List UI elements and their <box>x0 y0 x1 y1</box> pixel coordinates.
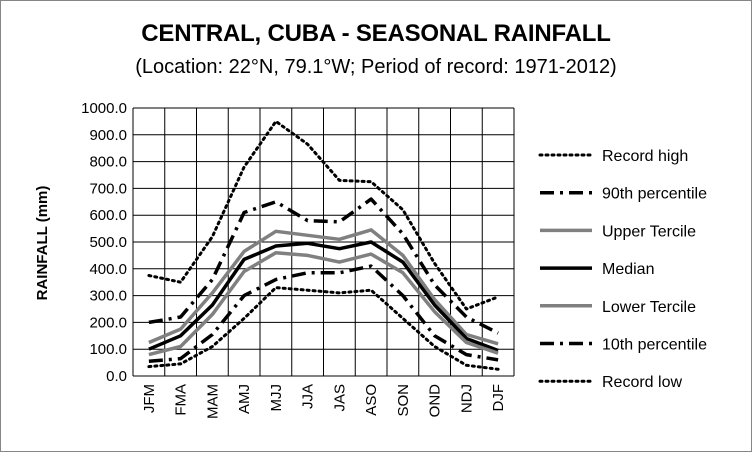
series-line-10th-percentile <box>148 264 499 364</box>
y-tick-label: 900.0 <box>89 127 127 144</box>
y-tick-label: 200.0 <box>89 314 127 331</box>
y-axis-label: RAINFALL (mm) <box>34 186 51 301</box>
series-line-lower-tercile <box>148 250 499 357</box>
y-tick-label: 300.0 <box>89 288 127 305</box>
chart-title: CENTRAL, CUBA - SEASONAL RAINFALL <box>141 20 611 47</box>
x-tick-label: JFM <box>141 384 158 413</box>
legend-label: 10th percentile <box>602 337 707 354</box>
x-tick-label: FMA <box>173 384 190 416</box>
x-tick-label: AMJ <box>236 384 253 414</box>
series-line-median <box>148 240 499 353</box>
legend-label: 90th percentile <box>602 186 707 203</box>
y-axis-ticks: 0.0 100.0 200.0 300.0 400.0 500.0 600.0 700.0 80… <box>81 100 127 385</box>
series-lines <box>147 119 500 371</box>
legend-label: Record high <box>602 148 688 165</box>
x-tick-label: JJA <box>300 384 317 409</box>
x-tick-label: OND <box>427 384 444 418</box>
legend-label: Upper Tercile <box>602 223 696 240</box>
x-tick-label: JAS <box>331 384 348 412</box>
series-line-upper-tercile <box>148 228 499 346</box>
legend: Record high 90th percentile Upper Tercile M… <box>538 148 707 391</box>
series-line-record-high <box>147 119 500 311</box>
x-axis-ticks: JFM FMA MAM AMJ MJJ JJA JAS ASO SON OND NDJ DJF <box>141 384 507 419</box>
series-line-record-low <box>147 286 500 371</box>
y-tick-label: 800.0 <box>89 154 127 171</box>
y-tick-label: 500.0 <box>89 234 127 251</box>
y-tick-label: 0.0 <box>106 368 127 385</box>
x-tick-label: ASO <box>363 384 380 416</box>
x-tick-label: NDJ <box>458 384 475 413</box>
y-tick-label: 100.0 <box>89 341 127 358</box>
legend-label: Lower Tercile <box>602 299 696 316</box>
y-tick-label: 1000.0 <box>81 100 127 117</box>
y-tick-label: 700.0 <box>89 180 127 197</box>
series-line-90th-percentile <box>148 197 499 335</box>
legend-label: Record low <box>602 374 682 391</box>
chart-subtitle: (Location: 22°N, 79.1°W; Period of recor… <box>135 56 617 78</box>
x-tick-label: SON <box>395 384 412 417</box>
y-tick-label: 400.0 <box>89 261 127 278</box>
x-tick-label: MJJ <box>268 384 285 412</box>
legend-label: Median <box>602 261 654 278</box>
x-tick-label: DJF <box>490 384 507 412</box>
x-tick-label: MAM <box>204 384 221 419</box>
y-tick-label: 600.0 <box>89 207 127 224</box>
